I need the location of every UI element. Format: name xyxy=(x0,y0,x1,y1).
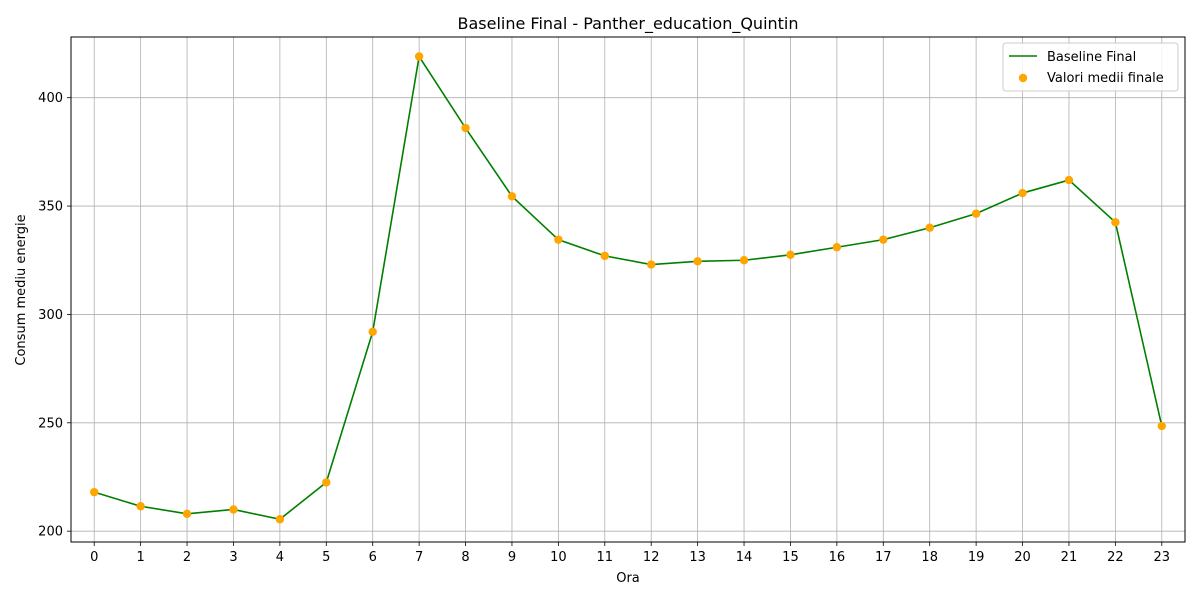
x-tick-label: 4 xyxy=(276,550,284,565)
x-tick-label: 5 xyxy=(322,550,330,565)
data-point xyxy=(90,487,99,497)
legend-label: Baseline Final xyxy=(1047,50,1136,65)
data-point xyxy=(229,505,238,514)
data-point xyxy=(971,209,981,218)
data-point xyxy=(414,52,424,61)
x-tick-label: 14 xyxy=(736,550,753,565)
x-tick-label: 22 xyxy=(1107,550,1124,565)
x-tick-label: 6 xyxy=(369,550,377,565)
grid xyxy=(71,37,1185,542)
data-point xyxy=(461,123,470,133)
x-axis-label: Ora xyxy=(616,571,640,586)
data-point xyxy=(786,250,795,260)
x-tick-label: 10 xyxy=(550,550,567,565)
series-lines xyxy=(93,54,1163,521)
data-point xyxy=(925,223,934,232)
series-points xyxy=(90,52,1166,524)
x-tick-label: 18 xyxy=(921,550,938,565)
data-point xyxy=(1064,175,1074,185)
chart-title: Baseline Final - Panther_education_Quint… xyxy=(457,14,798,34)
x-tick-label: 12 xyxy=(643,550,660,565)
x-tick-label: 1 xyxy=(136,550,144,565)
data-point xyxy=(554,235,563,244)
x-tick-label: 21 xyxy=(1061,550,1078,565)
y-ticks: 200 250 300 350 400 xyxy=(38,91,71,540)
data-point xyxy=(368,327,377,336)
data-point xyxy=(1157,421,1166,431)
data-point xyxy=(182,509,192,519)
data-point xyxy=(1111,218,1120,227)
x-tick-label: 16 xyxy=(829,550,846,565)
y-tick-label: 400 xyxy=(38,91,63,106)
x-tick-label: 3 xyxy=(229,550,237,565)
data-point xyxy=(1018,188,1027,198)
legend-marker-swatch xyxy=(1018,73,1028,83)
x-tick-label: 13 xyxy=(689,550,706,565)
legend: Baseline Final Valori medii finale xyxy=(1002,42,1179,92)
x-tick-label: 17 xyxy=(875,550,892,565)
x-tick-label: 0 xyxy=(90,550,98,565)
y-tick-label: 300 xyxy=(38,308,63,323)
x-tick-label: 23 xyxy=(1154,550,1171,565)
x-tick-label: 8 xyxy=(461,550,469,565)
data-point xyxy=(879,235,888,244)
data-point xyxy=(600,251,609,261)
data-point xyxy=(832,243,842,252)
x-tick-label: 20 xyxy=(1014,550,1031,565)
data-point xyxy=(739,256,749,265)
data-point xyxy=(275,515,285,524)
x-tick-label: 19 xyxy=(968,550,985,565)
x-ticks: 0 1 2 3 4 5 6 7 8 9 10 11 12 13 14 15 16 17 18 19 20 21 22 23 xyxy=(90,542,1170,565)
x-tick-label: 2 xyxy=(183,550,191,565)
legend-box xyxy=(1002,42,1179,92)
x-tick-label: 11 xyxy=(597,550,614,565)
y-tick-label: 350 xyxy=(38,200,63,215)
y-tick-label: 250 xyxy=(38,416,63,431)
data-point xyxy=(136,502,145,511)
x-tick-label: 7 xyxy=(415,550,423,565)
y-tick-label: 200 xyxy=(38,525,63,540)
data-point xyxy=(507,192,517,201)
x-tick-label: 9 xyxy=(508,550,516,565)
series-line-baseline-final xyxy=(93,54,1163,521)
plot-frame xyxy=(70,36,1186,543)
x-tick-label: 15 xyxy=(782,550,799,565)
data-point xyxy=(693,257,702,266)
y-axis-label: Consum mediu energie xyxy=(14,214,29,365)
data-point xyxy=(322,478,331,487)
data-point xyxy=(647,260,656,269)
legend-label: Valori medii finale xyxy=(1047,71,1164,86)
